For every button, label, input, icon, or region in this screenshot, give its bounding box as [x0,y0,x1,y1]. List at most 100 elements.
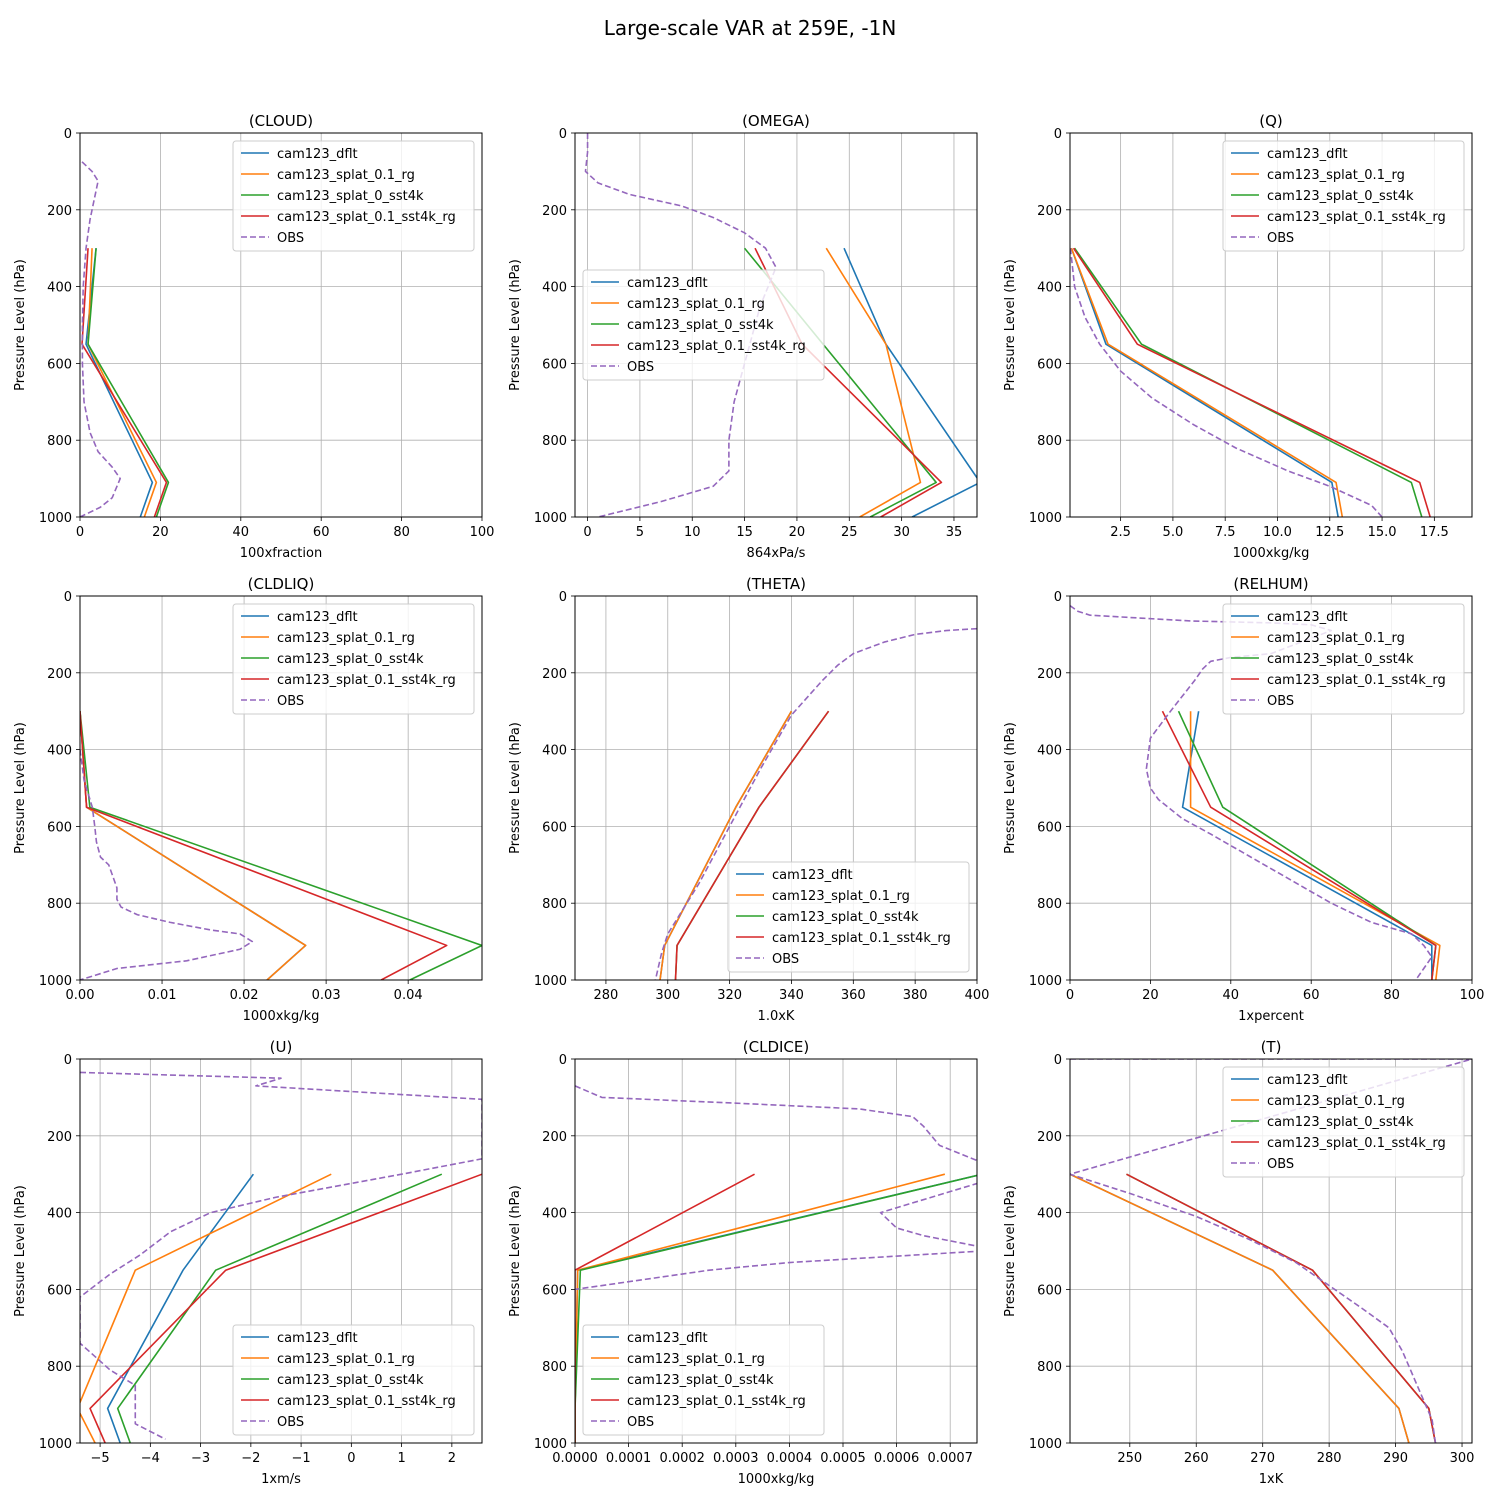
legend-label: cam123_splat_0_sst4k [277,652,424,667]
y-tick-label: 1000 [534,974,567,989]
legend: cam123_dflt cam123_splat_0.1_rg cam123_spl… [1222,603,1465,715]
x-tick-label: 25 [841,525,858,540]
y-tick-label: 0 [64,590,72,605]
x-tick-label: 300 [1450,1451,1475,1466]
series-line-cam123-splat-0-1-sst4k-rg [81,248,168,517]
y-tick-label: 200 [1037,1130,1062,1145]
x-tick-label: 30 [893,525,910,540]
legend-box [232,1324,475,1436]
y-tick-label: 600 [1037,357,1062,372]
y-axis-label: Pressure Level (hPa) [1003,259,1018,391]
axes-frame [79,595,483,981]
series-group [80,1071,482,1443]
subplot-title: (CLDICE) [743,1038,809,1056]
y-tick-label: 400 [542,744,567,759]
x-tick-label: 0 [76,525,84,540]
subplot-title: (THETA) [746,575,806,593]
series-line-cam123-splat-0-sst4k [1177,710,1437,980]
axes-frame [1069,1058,1473,1444]
legend-label: cam123_splat_0.1_rg [627,297,765,312]
x-tick-label: 5 [636,525,644,540]
series-line-cam123-splat-0-1-rg [659,710,793,980]
x-tick-label: 0.02 [230,988,259,1003]
x-tick-label: 40 [233,525,250,540]
legend-label: cam123_splat_0_sst4k [627,318,774,333]
legend: cam123_dflt cam123_splat_0.1_rg cam123_spl… [232,1324,475,1436]
series-line-cam123-splat-0-1-rg [80,1173,332,1443]
legend: cam123_dflt cam123_splat_0.1_rg cam123_spl… [582,1324,825,1436]
x-tick-label: 80 [393,525,410,540]
legend-label: cam123_splat_0.1_rg [627,1352,765,1367]
x-axis-label: 1.0xK [758,1009,795,1024]
y-tick-label: 800 [542,1360,567,1375]
legend: cam123_dflt cam123_splat_0.1_rg cam123_spl… [727,861,970,973]
y-tick-label: 600 [47,1283,72,1298]
y-tick-label: 800 [542,434,567,449]
y-tick-label: 1000 [39,1437,72,1452]
y-tick-label: 200 [1037,204,1062,219]
legend-label: OBS [1267,1157,1294,1172]
series-group [1070,1059,1472,1443]
legend-label: cam123_dflt [627,1331,708,1346]
series-line-cam123-splat-0-sst4k [116,1173,443,1443]
x-tick-label: 17.5 [1420,525,1449,540]
y-tick-label: 0 [1054,590,1062,605]
x-tick-label: 5.0 [1163,525,1184,540]
legend-label: OBS [277,231,304,246]
series-line-cam123-dflt [106,1173,255,1443]
legend-label: cam123_splat_0.1_sst4k_rg [627,339,806,354]
legend-label: cam123_splat_0.1_sst4k_rg [277,673,456,688]
x-tick-label: −1 [292,1451,311,1466]
axes-frame [79,132,483,518]
series-line-cam123-splat-0-1-sst4k-rg [80,711,448,980]
x-axis-label: 1xpercent [1238,1009,1304,1024]
series-line-cam123-splat-0-sst4k [80,711,482,980]
series-line-cam123-splat-0-1-rg [1189,711,1441,980]
x-tick-label: 280 [1317,1451,1342,1466]
x-tick-label: 20 [1142,988,1159,1003]
y-tick-label: 600 [47,820,72,835]
y-tick-label: 600 [542,1283,567,1298]
series-group [575,1085,977,1443]
series-line-obs [654,627,977,980]
legend-label: cam123_splat_0_sst4k [277,189,424,204]
series-group [80,161,170,517]
x-tick-label: 380 [903,988,928,1003]
axes-frame [574,595,978,981]
y-tick-label: 200 [1037,667,1062,682]
subplot-t: 250 260 270 280 290 300 0 200 400 600 800 1000 (T) 1x… [1003,1038,1474,1487]
y-tick-label: 1000 [1029,1437,1062,1452]
y-tick-label: 400 [47,744,72,759]
x-tick-label: 280 [594,988,619,1003]
legend-label: cam123_splat_0.1_rg [277,1352,415,1367]
x-tick-label: 0.04 [394,988,423,1003]
subplot-u: −5 −4 −3 −2 −1 0 1 2 0 200 400 600 800 1000 (U) 1xm/s Pr… [13,1038,483,1487]
x-tick-label: 260 [1184,1451,1209,1466]
y-axis-label: Pressure Level (hPa) [1003,1185,1018,1317]
series-group [1070,247,1431,517]
y-tick-label: 1000 [39,511,72,526]
series-line-cam123-splat-0-1-rg [825,247,922,517]
legend-label: cam123_dflt [1267,1073,1348,1088]
x-tick-label: 7.5 [1215,525,1236,540]
axes-frame [574,1058,978,1444]
subplot-theta: 280 300 320 340 360 380 400 0 200 400 600 800 1000 (T… [508,575,989,1024]
y-tick-label: 400 [1037,744,1062,759]
series-line-cam123-splat-0-1-rg [1070,1173,1410,1443]
subplot-omega: 0 5 10 15 20 25 30 35 0 200 400 600 800 1000 (OMEGA) 86… [508,112,978,561]
legend-label: cam123_splat_0_sst4k [772,910,919,925]
axes-frame [1069,595,1473,981]
y-tick-label: 800 [542,897,567,912]
y-axis-label: Pressure Level (hPa) [1003,722,1018,854]
series-line-cam123-dflt [85,248,154,517]
subplot-title: (Q) [1259,112,1283,130]
legend-label: cam123_splat_0_sst4k [1267,652,1414,667]
y-tick-label: 1000 [1029,511,1062,526]
legend-label: cam123_splat_0.1_sst4k_rg [1267,1136,1446,1151]
x-tick-label: 340 [779,988,804,1003]
legend-box [232,603,475,715]
legend-label: cam123_splat_0.1_rg [772,889,910,904]
series-line-obs [1070,604,1433,980]
x-tick-label: 15 [736,525,753,540]
legend-label: cam123_splat_0.1_rg [277,168,415,183]
